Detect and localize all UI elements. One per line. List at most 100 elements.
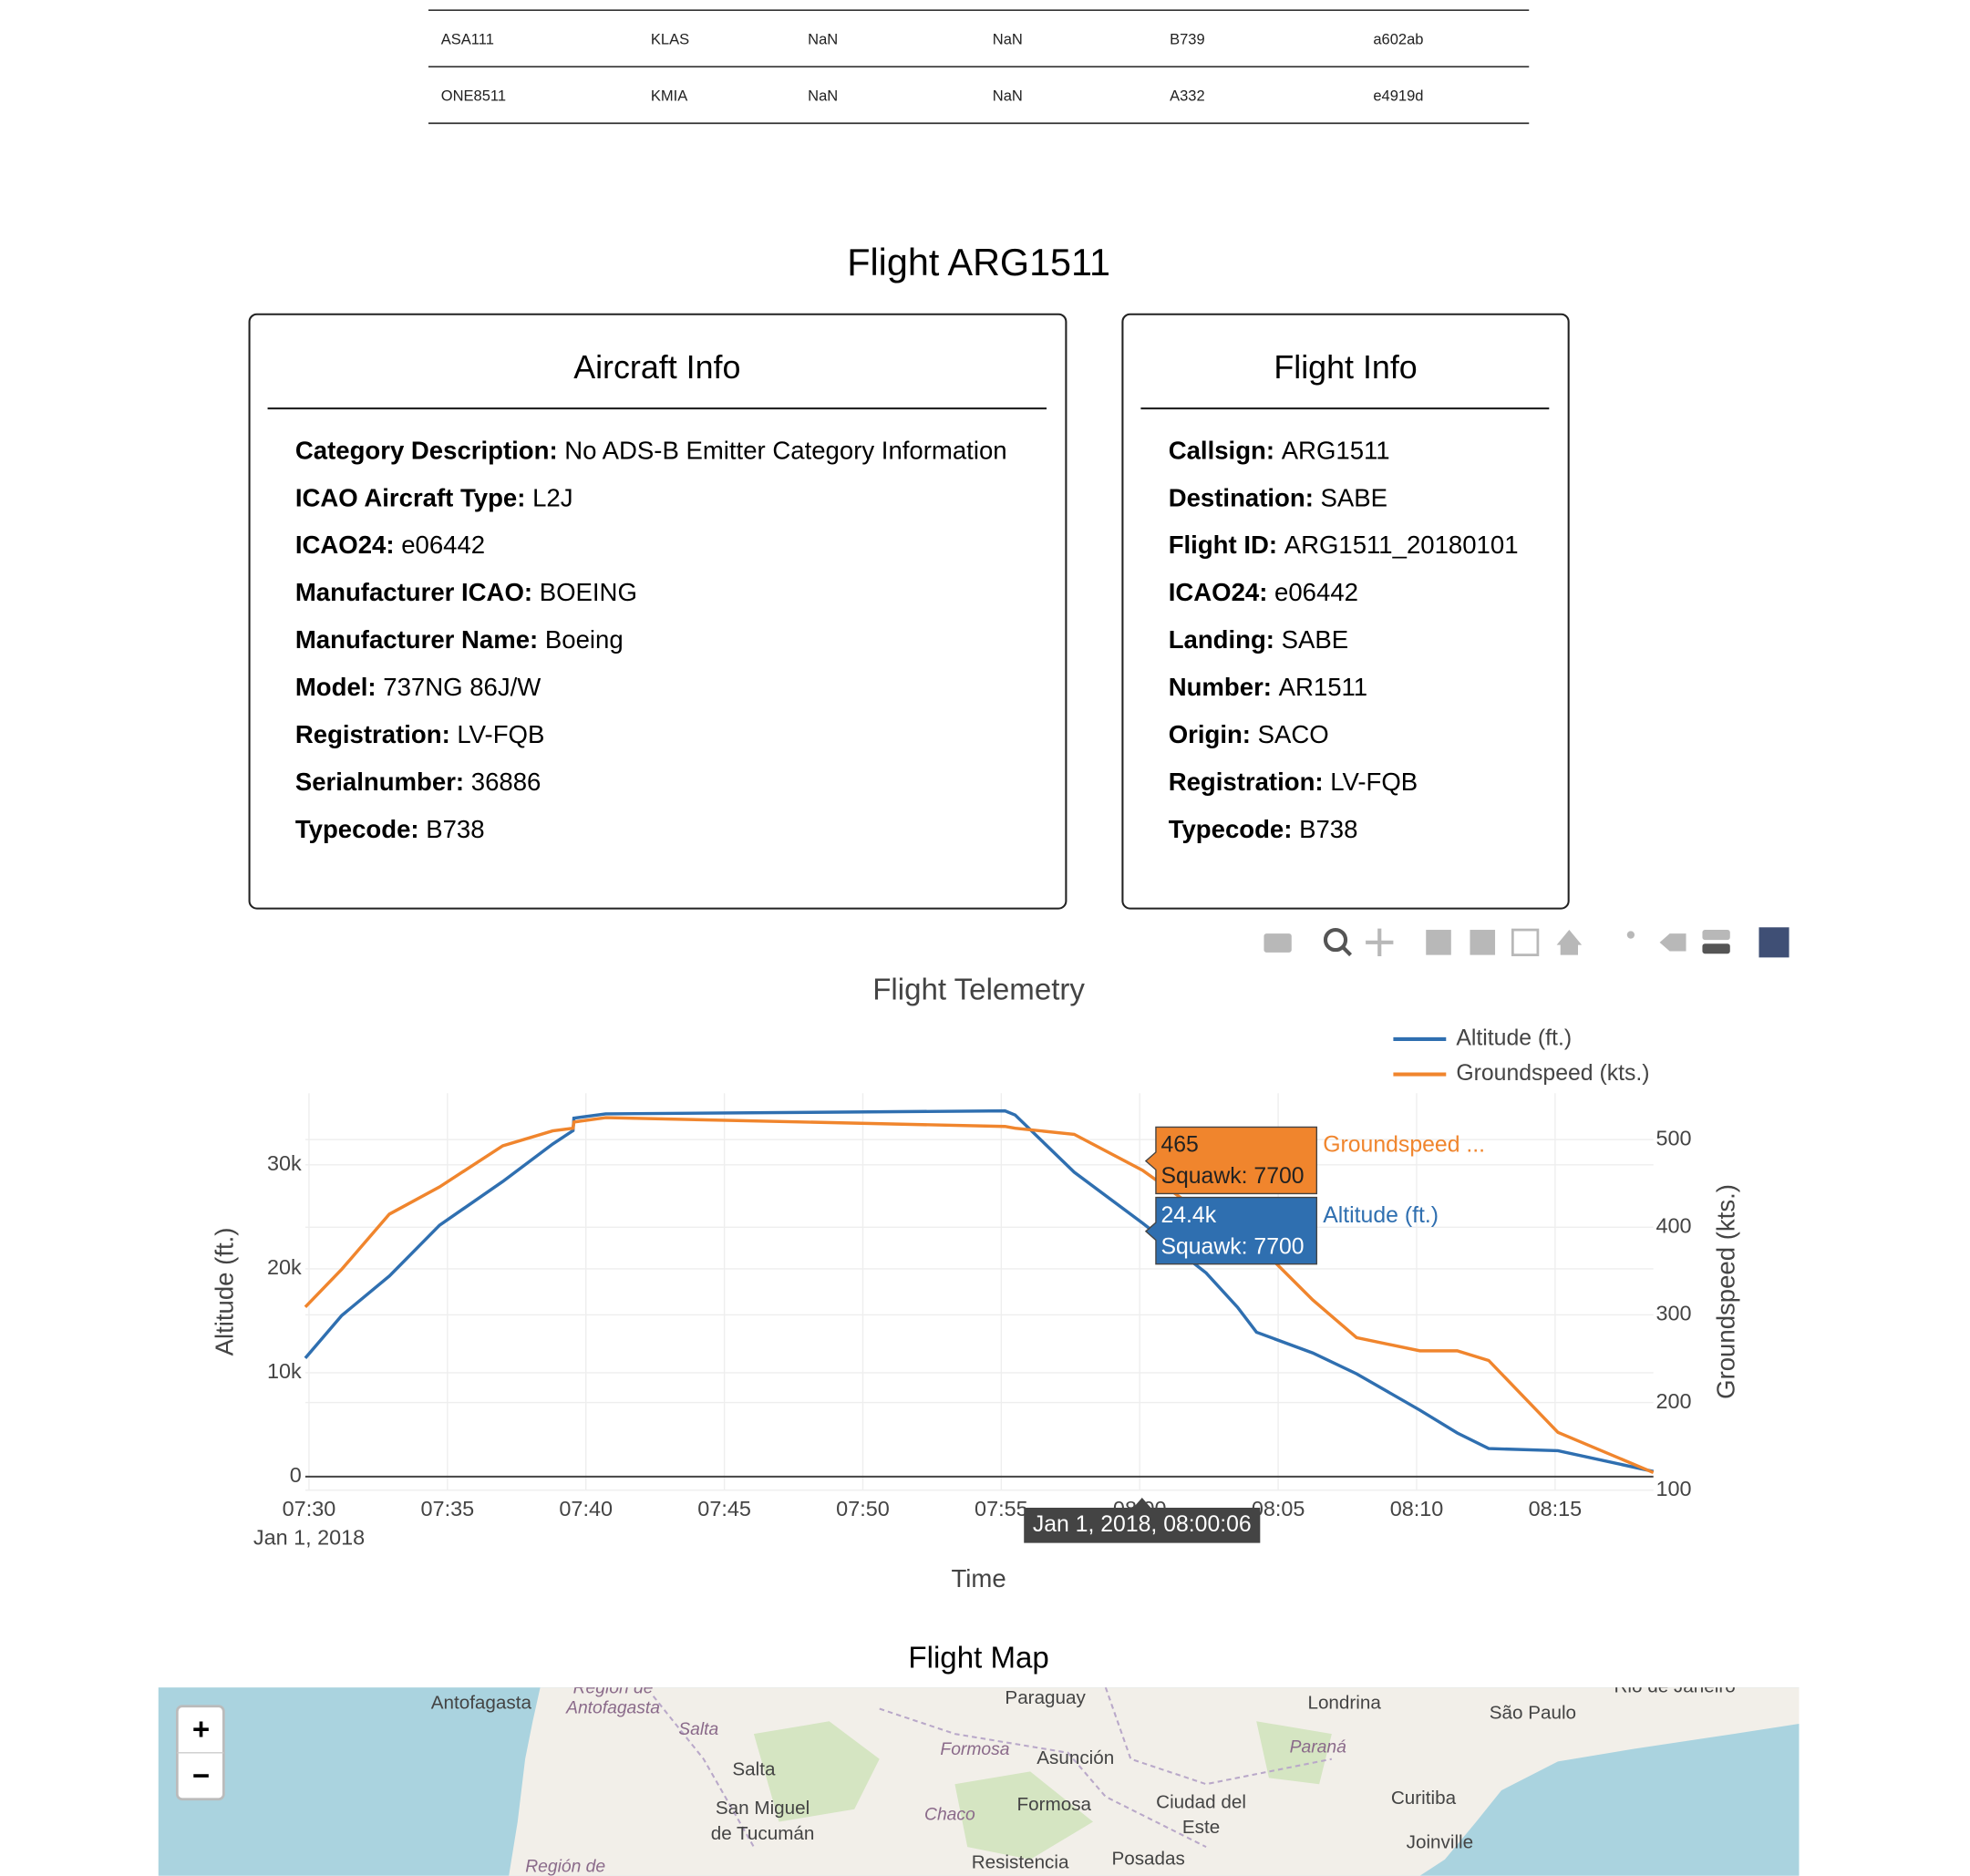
info-value: SACO xyxy=(1258,720,1329,748)
info-item: Typecode: B738 xyxy=(1169,815,1358,843)
card-title: Aircraft Info xyxy=(573,349,740,386)
legend-label: Groundspeed (kts.) xyxy=(1456,1061,1649,1086)
table-cell: KMIA xyxy=(651,88,687,105)
map-label: Salta xyxy=(732,1759,776,1780)
vegetation xyxy=(753,1721,1332,1860)
table-cell: KLAS xyxy=(651,31,689,48)
borders xyxy=(652,1687,1333,1849)
map-label: Ciudad del xyxy=(1156,1791,1246,1812)
x-tick-label: 07:55 xyxy=(975,1497,1028,1520)
zoom-icon[interactable] xyxy=(1323,927,1348,953)
home-icon[interactable] xyxy=(1556,930,1583,955)
zoom-in-button[interactable]: + xyxy=(192,1713,210,1747)
hover-value: 465 xyxy=(1160,1133,1198,1158)
hover-name: Groundspeed ... xyxy=(1323,1133,1485,1158)
hover-detail: Squawk: 7700 xyxy=(1160,1234,1304,1259)
card-title: Flight Info xyxy=(1274,349,1417,386)
info-label: Flight ID: xyxy=(1169,531,1277,560)
card-items: Category Description: No ADS-B Emitter C… xyxy=(295,437,1519,844)
y-axis-title: Altitude (ft.) xyxy=(210,1228,238,1356)
hover-box xyxy=(1144,1126,1318,1195)
info-value: Boeing xyxy=(545,625,624,654)
info-value: B738 xyxy=(1299,815,1357,843)
info-value: SABE xyxy=(1282,625,1349,654)
info-label: Serialnumber: xyxy=(295,768,464,796)
map-label: Formosa xyxy=(940,1740,1009,1759)
table-cell: NaN xyxy=(808,31,838,48)
info-item: Callsign: ARG1511 xyxy=(1169,437,1390,465)
info-value: No ADS-B Emitter Category Information xyxy=(564,437,1006,465)
info-item: ICAO24: e06442 xyxy=(1169,578,1358,606)
info-item: Model: 737NG 86J/W xyxy=(295,673,541,701)
map-label: Paraná xyxy=(1290,1737,1346,1757)
map-label: Curitiba xyxy=(1391,1788,1457,1809)
x-date-label: Jan 1, 2018 xyxy=(253,1526,365,1550)
table-cell: ASA111 xyxy=(441,31,494,48)
map-label: Este xyxy=(1182,1817,1220,1838)
y2-tick-label: 300 xyxy=(1655,1302,1691,1325)
info-label: Category Description: xyxy=(295,437,558,465)
info-item: Serialnumber: 36886 xyxy=(295,768,541,796)
info-label: ICAO24: xyxy=(295,531,395,560)
info-item: Flight ID: ARG1511_20180101 xyxy=(1169,531,1519,560)
map-title: Flight Map xyxy=(908,1642,1048,1675)
info-label: ICAO Aircraft Type: xyxy=(295,484,526,512)
info-label: Typecode: xyxy=(1169,815,1293,843)
x-tick-label: 07:35 xyxy=(421,1497,475,1520)
plotly-logo[interactable] xyxy=(1759,927,1790,958)
hover-closest-icon[interactable] xyxy=(1659,933,1686,952)
map-label: Formosa xyxy=(1017,1794,1092,1815)
x-axis-title: Time xyxy=(952,1564,1006,1593)
info-value: LV-FQB xyxy=(457,720,544,748)
telemetry-chart: Flight Telemetry 07:30 07:35 07:40 07:45 07:5… xyxy=(210,973,1739,1593)
map-label: Londrina xyxy=(1307,1692,1381,1713)
y2-tick-label: 400 xyxy=(1655,1213,1691,1237)
map-label: Antofagasta xyxy=(431,1692,532,1713)
x-tick-label: 07:30 xyxy=(283,1497,336,1520)
info-item: Registration: LV-FQB xyxy=(295,720,544,748)
info-label: Landing: xyxy=(1169,625,1274,654)
chart-toolbar xyxy=(1263,927,1790,958)
map-label: Posadas xyxy=(1111,1848,1184,1869)
info-item: Category Description: No ADS-B Emitter C… xyxy=(295,437,1007,465)
zoom-out-icon[interactable] xyxy=(1470,930,1496,955)
zoom-out-button[interactable]: − xyxy=(192,1759,210,1793)
aircraft-card xyxy=(248,313,1068,910)
y-tick-label: 10k xyxy=(267,1359,302,1383)
info-value: e06442 xyxy=(1274,578,1358,606)
map-label: Región de xyxy=(573,1679,654,1698)
flight-heading: Flight ARG1511 xyxy=(847,242,1110,283)
hover-x-label: Jan 1, 2018, 08:00:06 xyxy=(1033,1512,1252,1537)
info-value: LV-FQB xyxy=(1330,768,1418,796)
map-label: Chaco xyxy=(924,1806,975,1825)
y2-tick-label: 500 xyxy=(1655,1126,1691,1149)
table-cell: NaN xyxy=(808,88,838,105)
table-cell: NaN xyxy=(993,88,1023,105)
pan-icon[interactable] xyxy=(1366,928,1394,956)
autoscale-icon[interactable] xyxy=(1511,928,1540,956)
hover-compare-icon[interactable] xyxy=(1702,930,1730,941)
info-value: B738 xyxy=(426,815,484,843)
spike-icon[interactable] xyxy=(1626,931,1635,939)
x-tick-label: 08:05 xyxy=(1252,1497,1305,1520)
map-label: Joinville xyxy=(1407,1831,1473,1852)
info-label: Registration: xyxy=(295,720,450,748)
map-label: Región de xyxy=(525,1857,605,1876)
info-item: Manufacturer ICAO: BOEING xyxy=(295,578,637,606)
hover-value: 24.4k xyxy=(1160,1203,1216,1228)
y2-axis-title: Groundspeed (kts.) xyxy=(1711,1184,1739,1399)
zoom-in-icon[interactable] xyxy=(1426,930,1451,955)
table-cell: B739 xyxy=(1170,31,1205,48)
chart-title: Flight Telemetry xyxy=(872,973,1085,1006)
info-label: Model: xyxy=(295,673,376,701)
info-value: SABE xyxy=(1321,484,1388,512)
camera-icon[interactable] xyxy=(1263,933,1292,953)
legend-label: Altitude (ft.) xyxy=(1456,1026,1572,1050)
info-item: ICAO24: e06442 xyxy=(295,531,485,560)
map-label: de Tucumán xyxy=(711,1823,815,1844)
hover-name: Altitude (ft.) xyxy=(1323,1203,1439,1228)
info-label: ICAO24: xyxy=(1169,578,1268,606)
